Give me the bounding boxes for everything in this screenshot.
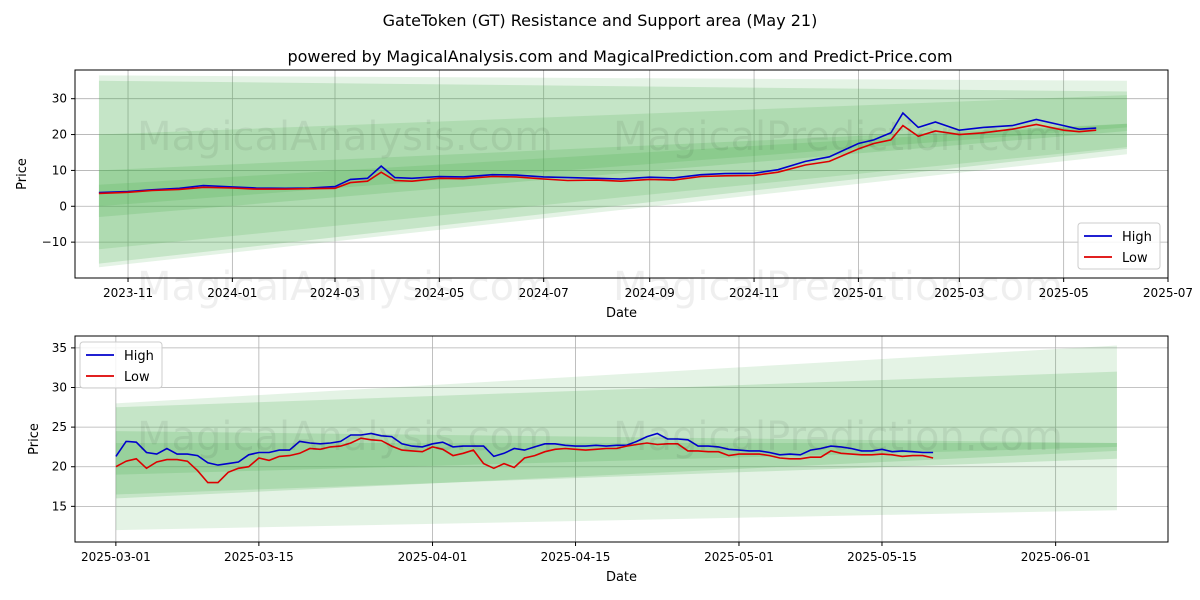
x-tick-label: 2025-04-01: [398, 550, 468, 564]
legend: High Low: [1077, 222, 1161, 270]
x-axis-label: Date: [606, 570, 637, 585]
x-tick-label: 2025-05-15: [847, 550, 917, 564]
y-axis-label: Price: [27, 423, 42, 455]
support-resistance-band: [98, 95, 1127, 250]
series-line-low: [98, 123, 1097, 195]
y-tick-label: −10: [42, 235, 67, 249]
watermark-text: MagicalAnalysis.com: [137, 114, 553, 160]
x-tick-label: 2025-01: [833, 286, 883, 300]
watermark-text: MagicalPrediction.com: [613, 114, 1063, 160]
support-resistance-band: [115, 345, 1117, 531]
legend-label-low: Low: [1122, 251, 1148, 266]
x-tick-label: 2025-03-01: [81, 550, 151, 564]
x-tick-label: 2025-03-15: [224, 550, 294, 564]
support-resistance-band: [115, 431, 1117, 495]
axes-frame: [74, 69, 1169, 279]
x-tick-label: 2024-01: [207, 286, 257, 300]
y-tick-label: 20: [52, 460, 67, 474]
x-tick-label: 2024-05: [414, 286, 464, 300]
legend-label-low: Low: [124, 370, 150, 385]
legend-label-high: High: [124, 349, 154, 364]
watermark-text: MagicalPrediction.com: [613, 264, 1063, 310]
y-tick-label: 0: [59, 199, 67, 213]
support-resistance-band: [98, 80, 1127, 264]
y-tick-label: 35: [52, 341, 67, 355]
series-line-high: [115, 432, 934, 466]
axes-frame: [74, 335, 1169, 543]
y-tick-label: 25: [52, 420, 67, 434]
x-tick-label: 2024-07: [519, 286, 569, 300]
x-tick-label: 2024-11: [729, 286, 779, 300]
x-tick-label: 2025-05: [1039, 286, 1089, 300]
watermark-text: MagicalAnalysis.com: [137, 264, 553, 310]
y-axis-label: Price: [15, 158, 30, 190]
y-tick-label: 10: [52, 163, 67, 177]
chart-title: GateToken (GT) Resistance and Support ar…: [383, 11, 818, 30]
support-resistance-band: [98, 123, 1127, 218]
x-tick-label: 2025-07: [1143, 286, 1193, 300]
support-resistance-band: [115, 371, 1117, 499]
legend: High Low: [79, 341, 163, 389]
top-chart-panel: MagicalAnalysis.com MagicalPrediction.com…: [15, 69, 1193, 321]
y-tick-label: 20: [52, 128, 67, 142]
x-tick-label: 2024-03: [310, 286, 360, 300]
watermark-text: MagicalPrediction.com: [613, 414, 1063, 460]
chart-subtitle: powered by MagicalAnalysis.com and Magic…: [287, 47, 952, 66]
y-tick-label: 30: [52, 381, 67, 395]
bottom-chart-panel: MagicalAnalysis.com MagicalPrediction.com…: [27, 335, 1169, 585]
watermark-text: MagicalAnalysis.com: [137, 414, 553, 460]
y-tick-label: 15: [52, 499, 67, 513]
support-resistance-band: [98, 75, 1127, 268]
x-tick-label: 2023-11: [103, 286, 153, 300]
series-line-low: [115, 437, 934, 484]
x-tick-label: 2025-04-15: [541, 550, 611, 564]
x-axis-label: Date: [606, 306, 637, 321]
x-tick-label: 2025-03: [934, 286, 984, 300]
y-tick-label: 30: [52, 92, 67, 106]
legend-label-high: High: [1122, 230, 1152, 245]
x-tick-label: 2025-06-01: [1021, 550, 1091, 564]
x-tick-label: 2025-05-01: [704, 550, 774, 564]
x-tick-label: 2024-09: [625, 286, 675, 300]
